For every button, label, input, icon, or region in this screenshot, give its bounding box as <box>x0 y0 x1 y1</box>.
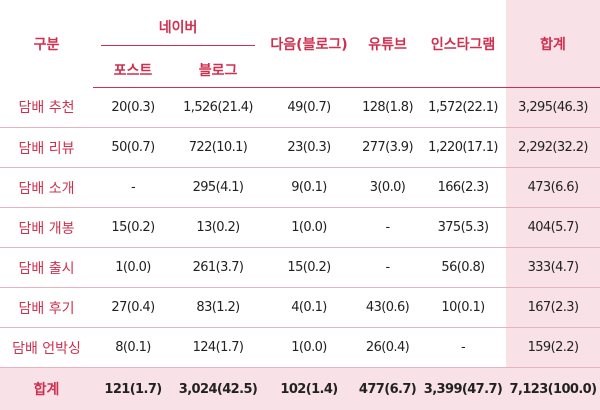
totals-row: 합계 121(1.7) 3,024(42.5) 102(1.4) 477(6.7… <box>0 368 600 410</box>
cell-naver-post: 27(0.4) <box>93 288 173 328</box>
cell-youtube: 277(3.9) <box>355 128 420 168</box>
cell-youtube: 3(0.0) <box>355 168 420 208</box>
cell-youtube: 43(0.6) <box>355 288 420 328</box>
cell-instagram: 1,220(17.1) <box>420 128 506 168</box>
cell-naver-blog: 13(0.2) <box>173 208 263 248</box>
total-grand: 7,123(100.0) <box>506 368 600 410</box>
cell-naver-post: 8(0.1) <box>93 328 173 368</box>
cell-naver-blog: 124(1.7) <box>173 328 263 368</box>
cell-naver-blog: 295(4.1) <box>173 168 263 208</box>
cell-youtube: 26(0.4) <box>355 328 420 368</box>
header-daum-blog: 다음(블로그) <box>263 0 355 88</box>
cell-daum-blog: 4(0.1) <box>263 288 355 328</box>
header-total: 합계 <box>506 0 600 88</box>
cell-daum-blog: 15(0.2) <box>263 248 355 288</box>
cell-total: 159(2.2) <box>506 328 600 368</box>
cell-daum-blog: 1(0.0) <box>263 208 355 248</box>
cell-naver-blog: 1,526(21.4) <box>173 88 263 128</box>
cell-total: 2,292(32.2) <box>506 128 600 168</box>
cell-instagram: 375(5.3) <box>420 208 506 248</box>
cell-youtube: - <box>355 248 420 288</box>
cell-youtube: - <box>355 208 420 248</box>
cell-naver-post: 50(0.7) <box>93 128 173 168</box>
cell-naver-blog: 261(3.7) <box>173 248 263 288</box>
header-instagram: 인스타그램 <box>420 0 506 88</box>
cell-total: 3,295(46.3) <box>506 88 600 128</box>
cell-daum-blog: 9(0.1) <box>263 168 355 208</box>
cell-daum-blog: 23(0.3) <box>263 128 355 168</box>
totals-label: 합계 <box>0 368 93 410</box>
row-label: 담배 리뷰 <box>0 128 93 168</box>
cell-instagram: - <box>420 328 506 368</box>
cell-daum-blog: 1(0.0) <box>263 328 355 368</box>
cell-naver-post: 20(0.3) <box>93 88 173 128</box>
cell-total: 333(4.7) <box>506 248 600 288</box>
cell-daum-blog: 49(0.7) <box>263 88 355 128</box>
header-naver-label: 네이버 <box>101 17 255 46</box>
header-youtube: 유튜브 <box>355 0 420 88</box>
total-naver-post: 121(1.7) <box>93 368 173 410</box>
cell-naver-post: 1(0.0) <box>93 248 173 288</box>
header-category: 구분 <box>0 0 93 88</box>
table-row: 담배 후기 27(0.4) 83(1.2) 4(0.1) 43(0.6) 10(… <box>0 288 600 328</box>
cell-instagram: 56(0.8) <box>420 248 506 288</box>
row-label: 담배 후기 <box>0 288 93 328</box>
row-label: 담배 출시 <box>0 248 93 288</box>
header-naver: 네이버 <box>93 0 263 52</box>
header-row-top: 구분 네이버 다음(블로그) 유튜브 인스타그램 합계 <box>0 0 600 52</box>
cell-instagram: 1,572(22.1) <box>420 88 506 128</box>
cell-naver-post: 15(0.2) <box>93 208 173 248</box>
row-label: 담배 언박싱 <box>0 328 93 368</box>
table-row: 담배 추천 20(0.3) 1,526(21.4) 49(0.7) 128(1.… <box>0 88 600 128</box>
header-naver-post: 포스트 <box>93 52 173 88</box>
row-label: 담배 소개 <box>0 168 93 208</box>
cell-naver-post: - <box>93 168 173 208</box>
cell-instagram: 166(2.3) <box>420 168 506 208</box>
cell-instagram: 10(0.1) <box>420 288 506 328</box>
table-row: 담배 리뷰 50(0.7) 722(10.1) 23(0.3) 277(3.9)… <box>0 128 600 168</box>
header-naver-blog: 블로그 <box>173 52 263 88</box>
table-row: 담배 개봉 15(0.2) 13(0.2) 1(0.0) - 375(5.3) … <box>0 208 600 248</box>
row-label: 담배 개봉 <box>0 208 93 248</box>
total-naver-blog: 3,024(42.5) <box>173 368 263 410</box>
table-row: 담배 언박싱 8(0.1) 124(1.7) 1(0.0) 26(0.4) - … <box>0 328 600 368</box>
total-instagram: 3,399(47.7) <box>420 368 506 410</box>
table-row: 담배 출시 1(0.0) 261(3.7) 15(0.2) - 56(0.8) … <box>0 248 600 288</box>
cell-naver-blog: 83(1.2) <box>173 288 263 328</box>
total-daum-blog: 102(1.4) <box>263 368 355 410</box>
row-label: 담배 추천 <box>0 88 93 128</box>
cell-total: 404(5.7) <box>506 208 600 248</box>
total-youtube: 477(6.7) <box>355 368 420 410</box>
cell-youtube: 128(1.8) <box>355 88 420 128</box>
cell-naver-blog: 722(10.1) <box>173 128 263 168</box>
table-row: 담배 소개 - 295(4.1) 9(0.1) 3(0.0) 166(2.3) … <box>0 168 600 208</box>
cell-total: 473(6.6) <box>506 168 600 208</box>
cell-total: 167(2.3) <box>506 288 600 328</box>
